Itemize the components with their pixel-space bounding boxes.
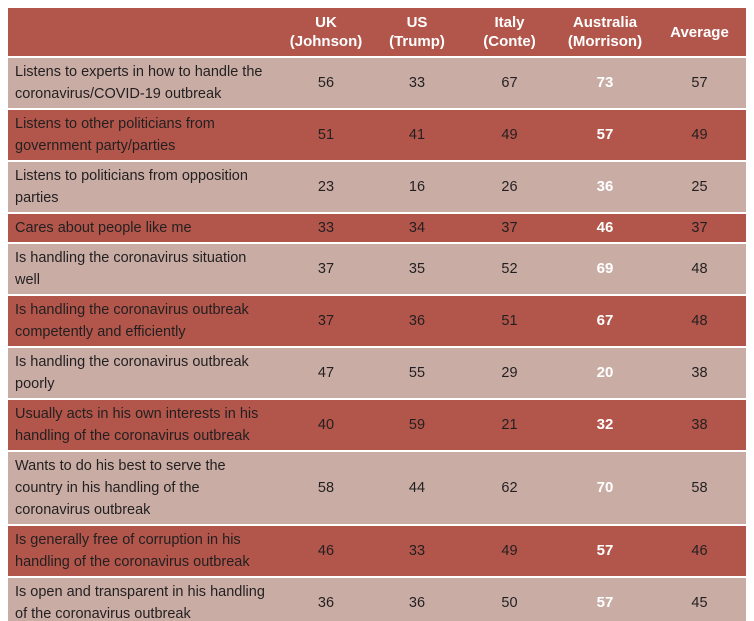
- column-header-country: Italy: [494, 14, 525, 31]
- table-row: Is open and transparent in his handling …: [8, 577, 746, 621]
- value-cell: 36: [280, 577, 372, 621]
- column-header-leader: (Johnson): [289, 33, 363, 50]
- column-header-country: US: [406, 14, 428, 31]
- table-row: Listens to politicians from opposition p…: [8, 161, 746, 214]
- value-cell: 23: [280, 161, 372, 214]
- column-header-leader: (Conte): [483, 33, 536, 50]
- table-row: Listens to other politicians from govern…: [8, 109, 746, 162]
- column-header-country: Average: [670, 23, 729, 41]
- value-cell: 56: [280, 57, 372, 110]
- value-cell: 16: [372, 161, 462, 214]
- table-row: Wants to do his best to serve the countr…: [8, 451, 746, 526]
- value-cell: 21: [462, 399, 557, 452]
- value-cell: 67: [462, 57, 557, 110]
- survey-table: UK (Johnson) US (Trump) Italy (Conte) Australi…: [8, 8, 746, 621]
- statement-cell: Is generally free of corruption in his h…: [8, 525, 280, 578]
- value-cell: 38: [653, 347, 746, 400]
- value-cell: 33: [372, 57, 462, 110]
- value-cell: 48: [653, 243, 746, 296]
- statement-cell: Listens to experts in how to handle the …: [8, 57, 280, 110]
- value-cell: 49: [462, 109, 557, 162]
- value-cell: 26: [462, 161, 557, 214]
- value-cell: 35: [372, 243, 462, 296]
- value-cell-highlighted: 70: [557, 451, 653, 526]
- column-header-leader: (Trump): [389, 33, 445, 50]
- table-row: Listens to experts in how to handle the …: [8, 57, 746, 110]
- value-cell: 37: [653, 213, 746, 244]
- statement-cell: Is handling the coronavirus situation we…: [8, 243, 280, 296]
- header-row: UK (Johnson) US (Trump) Italy (Conte) Australi…: [8, 8, 746, 58]
- statement-cell: Is handling the coronavirus outbreak com…: [8, 295, 280, 348]
- value-cell: 47: [280, 347, 372, 400]
- value-cell: 49: [653, 109, 746, 162]
- value-cell: 49: [462, 525, 557, 578]
- value-cell: 45: [653, 577, 746, 621]
- value-cell: 29: [462, 347, 557, 400]
- value-cell: 58: [280, 451, 372, 526]
- value-cell: 57: [653, 57, 746, 110]
- value-cell: 44: [372, 451, 462, 526]
- table-row: Usually acts in his own interests in his…: [8, 399, 746, 452]
- column-header-average: Average: [653, 8, 746, 58]
- value-cell: 36: [372, 577, 462, 621]
- value-cell-highlighted: 32: [557, 399, 653, 452]
- value-cell-highlighted: 73: [557, 57, 653, 110]
- value-cell: 37: [462, 213, 557, 244]
- value-cell: 50: [462, 577, 557, 621]
- statement-cell: Listens to politicians from opposition p…: [8, 161, 280, 214]
- value-cell: 41: [372, 109, 462, 162]
- value-cell: 59: [372, 399, 462, 452]
- column-header-country: UK: [315, 14, 337, 31]
- value-cell: 48: [653, 295, 746, 348]
- table-row: Is handling the coronavirus outbreak com…: [8, 295, 746, 348]
- value-cell: 33: [280, 213, 372, 244]
- column-header-country: Australia: [572, 14, 638, 31]
- value-cell: 51: [462, 295, 557, 348]
- statement-column-header: [8, 8, 280, 58]
- value-cell: 52: [462, 243, 557, 296]
- statement-cell: Is open and transparent in his handling …: [8, 577, 280, 621]
- value-cell: 37: [280, 295, 372, 348]
- statement-cell: Is handling the coronavirus outbreak poo…: [8, 347, 280, 400]
- value-cell: 58: [653, 451, 746, 526]
- statement-cell: Listens to other politicians from govern…: [8, 109, 280, 162]
- statement-cell: Usually acts in his own interests in his…: [8, 399, 280, 452]
- statement-cell: Wants to do his best to serve the countr…: [8, 451, 280, 526]
- column-header-leader: (Morrison): [567, 33, 643, 50]
- value-cell-highlighted: 46: [557, 213, 653, 244]
- value-cell: 38: [653, 399, 746, 452]
- column-header-us: US (Trump): [372, 8, 462, 58]
- value-cell-highlighted: 36: [557, 161, 653, 214]
- value-cell: 37: [280, 243, 372, 296]
- value-cell-highlighted: 20: [557, 347, 653, 400]
- value-cell-highlighted: 57: [557, 577, 653, 621]
- value-cell: 36: [372, 295, 462, 348]
- table-row: Cares about people like me 33 34 37 46 37: [8, 213, 746, 244]
- value-cell-highlighted: 69: [557, 243, 653, 296]
- column-header-italy: Italy (Conte): [462, 8, 557, 58]
- table-body: Listens to experts in how to handle the …: [8, 57, 746, 621]
- table-row: Is handling the coronavirus situation we…: [8, 243, 746, 296]
- value-cell: 55: [372, 347, 462, 400]
- value-cell: 40: [280, 399, 372, 452]
- value-cell: 33: [372, 525, 462, 578]
- value-cell: 46: [280, 525, 372, 578]
- value-cell-highlighted: 57: [557, 109, 653, 162]
- value-cell-highlighted: 67: [557, 295, 653, 348]
- value-cell: 25: [653, 161, 746, 214]
- table-row: Is generally free of corruption in his h…: [8, 525, 746, 578]
- column-header-australia: Australia (Morrison): [557, 8, 653, 58]
- value-cell-highlighted: 57: [557, 525, 653, 578]
- statement-cell: Cares about people like me: [8, 213, 280, 244]
- value-cell: 34: [372, 213, 462, 244]
- column-header-uk: UK (Johnson): [280, 8, 372, 58]
- table-row: Is handling the coronavirus outbreak poo…: [8, 347, 746, 400]
- value-cell: 46: [653, 525, 746, 578]
- value-cell: 51: [280, 109, 372, 162]
- value-cell: 62: [462, 451, 557, 526]
